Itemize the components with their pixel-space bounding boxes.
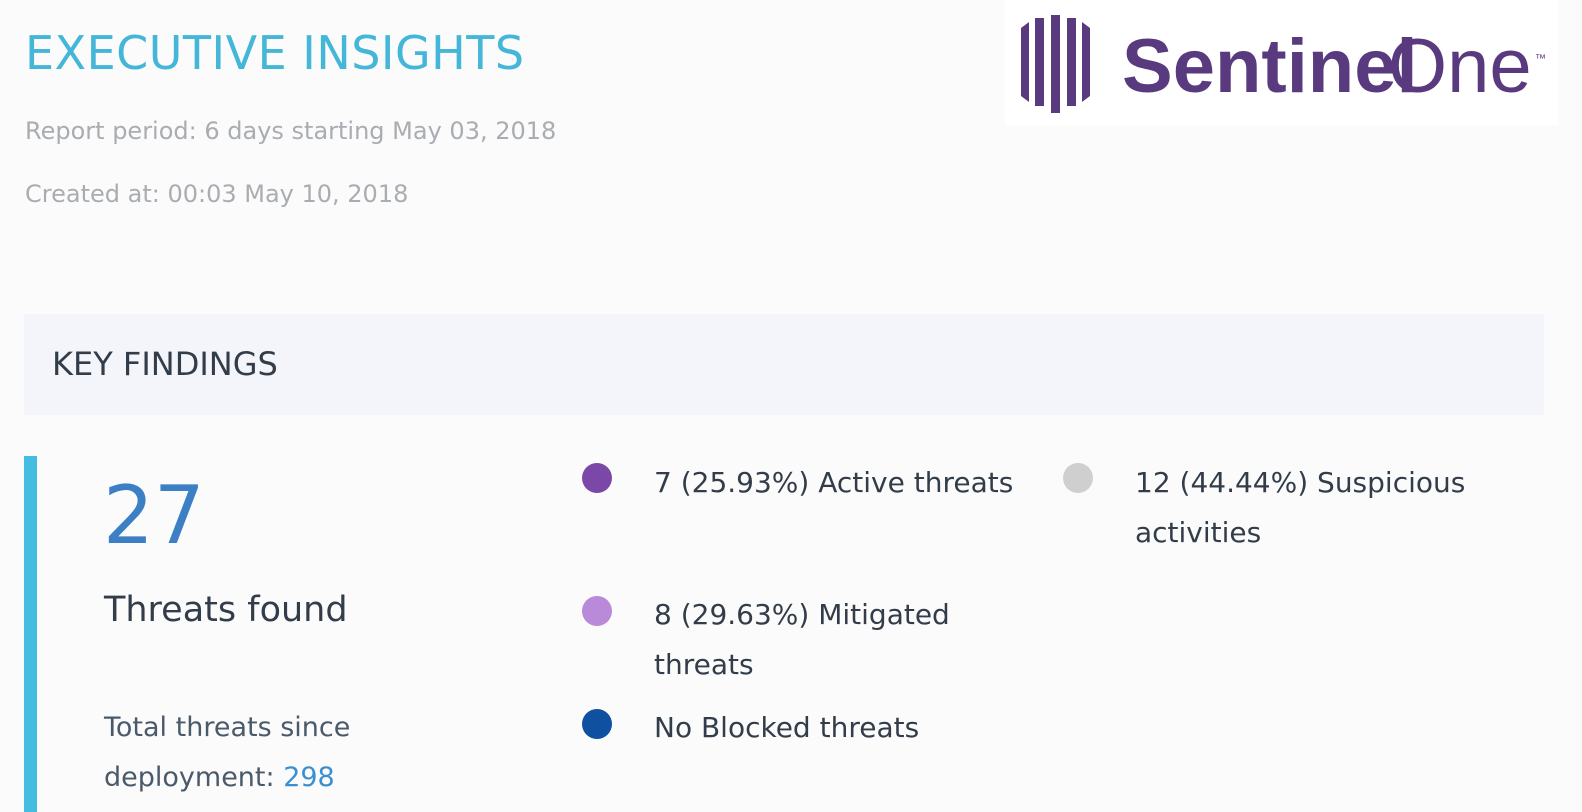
- legend-blocked-threats: No Blocked threats: [654, 711, 920, 744]
- key-findings-title: KEY FINDINGS: [52, 345, 278, 383]
- logo-trademark: ™: [1535, 53, 1546, 65]
- logo-text-right: One: [1388, 24, 1532, 109]
- legend-active-threats: 7 (25.93%) Active threats: [654, 466, 1014, 499]
- threats-found-label: Threats found: [104, 590, 348, 630]
- page-title: EXECUTIVE INSIGHTS: [25, 26, 525, 80]
- suspicious-activities-dot: [1063, 463, 1093, 493]
- sentinelone-logo: Sentinel One ™: [1005, 0, 1558, 125]
- threats-count: 27: [103, 469, 205, 562]
- since-deployment: Total threats since deployment: 298: [104, 703, 434, 803]
- logo-mark-icon: Sentinel One ™: [1021, 15, 1546, 113]
- created-at: Created at: 00:03 May 10, 2018: [25, 180, 409, 208]
- logo-text-left: Sentinel: [1122, 24, 1418, 109]
- blocked-threats-dot: [582, 709, 612, 739]
- legend-mitigated-threats: 8 (29.63%) Mitigated threats: [654, 598, 950, 681]
- key-findings-header: KEY FINDINGS: [24, 314, 1544, 415]
- since-deployment-value: 298: [283, 762, 335, 793]
- mitigated-threats-dot: [582, 596, 612, 626]
- active-threats-dot: [582, 463, 612, 493]
- legend-suspicious-activities: 12 (44.44%) Suspicious activities: [1135, 466, 1466, 549]
- since-deployment-label: Total threats since deployment:: [104, 712, 351, 793]
- report-period: Report period: 6 days starting May 03, 2…: [25, 117, 557, 145]
- findings-accent-bar: [24, 456, 37, 812]
